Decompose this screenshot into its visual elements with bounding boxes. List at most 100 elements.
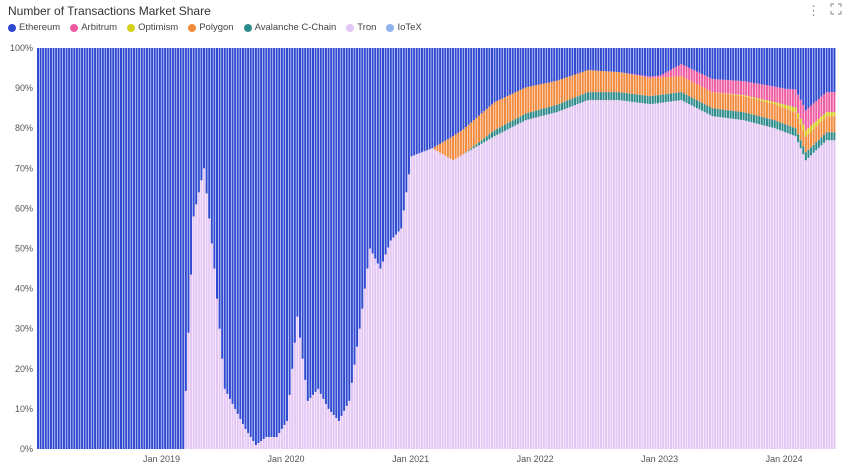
bar-segment-arbitrum	[693, 70, 696, 83]
bar-segment-polygon	[825, 116, 828, 133]
bar-segment-ethereum	[690, 48, 693, 70]
legend-swatch	[346, 23, 355, 32]
bar-segment-avalanche-c-chain	[511, 120, 514, 127]
bar-segment-avalanche-c-chain	[498, 127, 501, 134]
bar-segment-polygon	[511, 93, 514, 121]
legend-item-avalanche-c-chain[interactable]: Avalanche C-Chain	[243, 22, 336, 33]
bar-segment-ethereum	[535, 48, 538, 86]
bar-segment-polygon	[490, 104, 493, 133]
bar-segment-arbitrum	[789, 89, 792, 107]
bar-segment-tron	[524, 120, 527, 450]
bar-segment-optimism	[794, 107, 797, 113]
bar-segment-ethereum	[171, 48, 174, 449]
bar-segment-tron	[636, 102, 639, 449]
bar-segment-avalanche-c-chain	[776, 121, 779, 130]
bar-segment-polygon	[677, 76, 680, 93]
bar-segment-ethereum	[771, 48, 774, 87]
bar-segment-optimism	[830, 112, 833, 117]
bar-segment-avalanche-c-chain	[771, 119, 774, 128]
bar-segment-avalanche-c-chain	[729, 110, 732, 119]
legend-item-polygon[interactable]: Polygon	[188, 22, 234, 33]
bar-segment-arbitrum	[675, 66, 678, 77]
bar-segment-ethereum	[563, 48, 566, 79]
bar-segment-tron	[304, 379, 307, 449]
bar-segment-arbitrum	[714, 79, 717, 93]
bar-segment-arbitrum	[724, 79, 727, 94]
bar-segment-tron	[623, 100, 626, 450]
bar-segment-tron	[314, 391, 317, 449]
bar-segment-ethereum	[135, 48, 138, 449]
bar-segment-arbitrum	[760, 84, 763, 100]
more-vertical-icon[interactable]: ⋮	[807, 3, 820, 18]
bar-segment-tron	[605, 100, 608, 449]
bar-segment-polygon	[802, 130, 805, 147]
bar-segment-tron	[693, 106, 696, 449]
bar-segment-tron	[758, 124, 761, 449]
bar-segment-ethereum	[96, 48, 99, 449]
bar-segment-tron	[612, 100, 615, 449]
bar-segment-ethereum	[633, 48, 636, 75]
bar-segment-polygon	[553, 81, 556, 106]
bar-segment-avalanche-c-chain	[478, 142, 480, 146]
bar-segment-ethereum	[283, 48, 286, 425]
bar-segment-tron	[768, 126, 771, 450]
bar-segment-arbitrum	[745, 81, 748, 96]
legend-item-tron[interactable]: Tron	[346, 22, 376, 33]
bar-segment-ethereum	[659, 48, 662, 76]
bar-segment-ethereum	[389, 48, 392, 241]
bar-segment-tron	[332, 414, 335, 449]
bar-segment-polygon	[439, 143, 442, 153]
bar-segment-ethereum	[356, 48, 359, 347]
bar-segment-arbitrum	[698, 72, 701, 86]
expand-icon[interactable]	[830, 3, 842, 15]
y-tick-label: 50%	[15, 244, 33, 254]
legend-item-arbitrum[interactable]: Arbitrum	[70, 22, 117, 33]
bar-segment-tron	[786, 133, 789, 449]
bar-segment-arbitrum	[750, 82, 753, 97]
bar-segment-polygon	[545, 82, 548, 108]
bar-segment-arbitrum	[667, 71, 670, 77]
bar-segment-ethereum	[382, 48, 385, 262]
bar-segment-ethereum	[462, 48, 465, 130]
bar-segment-ethereum	[620, 48, 623, 73]
bar-segment-ethereum	[60, 48, 63, 449]
bar-segment-polygon	[594, 70, 597, 93]
bar-segment-avalanche-c-chain	[721, 109, 724, 118]
bar-segment-polygon	[620, 72, 623, 93]
bar-segment-polygon	[727, 94, 730, 111]
bar-segment-avalanche-c-chain	[732, 110, 735, 119]
bar-segment-tron	[348, 400, 351, 449]
bar-segment-ethereum	[184, 48, 187, 391]
bar-segment-tron	[465, 152, 468, 449]
bar-segment-tron	[631, 101, 634, 450]
x-tick-label: Jan 2021	[392, 454, 429, 464]
bar-segment-ethereum	[330, 48, 333, 412]
bar-segment-tron	[555, 112, 558, 449]
bar-segment-avalanche-c-chain	[791, 127, 794, 136]
bar-segment-tron	[830, 140, 833, 450]
bar-segment-tron	[561, 110, 564, 449]
legend-item-ethereum[interactable]: Ethereum	[8, 22, 60, 33]
bar-segment-tron	[794, 136, 797, 449]
bar-segment-tron	[815, 150, 818, 449]
bar-segment-tron	[701, 110, 704, 449]
bar-segment-ethereum	[314, 48, 317, 392]
bar-segment-polygon	[470, 122, 473, 149]
bar-segment-polygon	[690, 81, 693, 98]
bar-segment-optimism	[765, 100, 768, 103]
legend-item-optimism[interactable]: Optimism	[127, 22, 178, 33]
bar-segment-optimism	[729, 93, 732, 95]
bar-segment-tron	[719, 117, 722, 450]
legend-item-iotex[interactable]: IoTeX	[386, 22, 422, 33]
bar-segment-avalanche-c-chain	[496, 128, 499, 135]
bar-segment-avalanche-c-chain	[636, 94, 639, 103]
bar-segment-avalanche-c-chain	[472, 146, 475, 149]
bar-segment-ethereum	[280, 48, 283, 429]
bar-segment-polygon	[669, 76, 672, 94]
bar-segment-ethereum	[737, 48, 740, 81]
bar-segment-avalanche-c-chain	[465, 152, 468, 153]
bar-segment-tron	[467, 151, 470, 449]
bar-segment-ethereum	[179, 48, 182, 449]
bar-segment-ethereum	[763, 48, 766, 85]
x-tick-label: Jan 2020	[267, 454, 304, 464]
